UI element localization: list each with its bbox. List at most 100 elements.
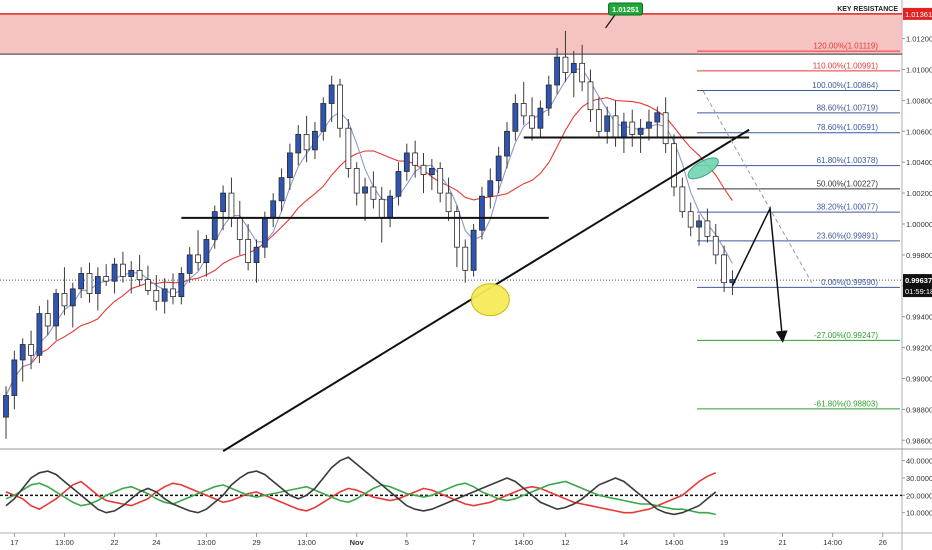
candle-body [136, 269, 143, 281]
candle-body [504, 130, 510, 157]
price-tick-label: 0.99800 [906, 251, 932, 260]
price-axis[interactable]: 1.01200 1.01000 1.00800 1.00600 1.00400 1.002… [902, 7, 932, 445]
candle-body [270, 200, 277, 219]
candle-body [86, 273, 93, 294]
time-tick-label: 14:00 [514, 538, 533, 547]
candle-body [712, 235, 719, 256]
time-tick-label: 24 [152, 538, 160, 547]
time-tick-label: 14 [620, 538, 628, 547]
candle-body [445, 192, 452, 213]
moving-average-fast-line [5, 68, 733, 396]
fib-level-label: 100.00%(1.00864) [812, 81, 878, 90]
candle-body [604, 115, 611, 132]
candle-body [328, 84, 335, 104]
peak-callout-box [608, 2, 644, 16]
breakdown-highlight [687, 157, 719, 180]
price-tick-label: 1.01000 [906, 66, 932, 75]
price-tick-label: 1.00600 [906, 127, 932, 136]
candle-body [3, 395, 9, 418]
candle-body [462, 246, 469, 271]
candle-body [170, 288, 176, 298]
candle-body [61, 293, 68, 307]
candle-body [220, 192, 227, 213]
candle-body [94, 276, 101, 294]
fib-level-label: -61.80%(0.98803) [814, 399, 878, 408]
price-tick-label: 0.99200 [906, 344, 932, 353]
time-axis[interactable]: 17 13:00 22 24 13:00 29 13:00 Nov 5 7 14:00 12 14 14:… [10, 533, 887, 547]
candle-body [621, 121, 627, 138]
candle-body [679, 186, 686, 213]
time-tick-label: 22 [110, 538, 118, 547]
candle-body [28, 344, 34, 356]
peak-callout-label: 1.01251 [612, 5, 639, 14]
projection-dashed-line [702, 90, 813, 283]
candle-body [228, 192, 235, 219]
fibonacci-levels: 120.00%(1.01119) 110.00%(1.00991) 100.00%(… [697, 42, 900, 410]
candle-body [428, 167, 435, 175]
candle-body [470, 229, 477, 271]
candle-body [320, 103, 327, 132]
candle-body [312, 130, 318, 151]
peak-callout-pointer [605, 13, 617, 29]
price-tick-label: 1.00400 [906, 158, 932, 167]
candle-body [78, 273, 85, 290]
candle-body [362, 186, 368, 194]
candle-body [69, 288, 76, 307]
candle-body [529, 115, 535, 129]
candle-body [11, 359, 18, 396]
key-resistance-price-box [903, 7, 932, 20]
oscillator-tick-label: 20.0000 [906, 491, 932, 500]
candle-body [145, 279, 151, 291]
price-tick-label: 1.00000 [906, 220, 932, 229]
projection-arrow [731, 205, 788, 343]
drawings: 1.01251 [181, 2, 813, 452]
fib-level-label: 120.00%(1.01119) [813, 42, 878, 51]
countdown-label: 01:59:18 [905, 287, 932, 296]
candle-body [153, 290, 160, 302]
candle-body [178, 273, 185, 298]
oscillator-series-line [5, 456, 717, 516]
candle-body [261, 217, 268, 248]
candle-body [295, 133, 302, 154]
price-tick-label: 1.00800 [906, 96, 932, 105]
candle-body [537, 107, 544, 129]
candle-body [637, 127, 644, 135]
price-tick-label: 0.99000 [906, 374, 932, 383]
fib-level-label: 50.00%(1.00227) [817, 179, 879, 188]
candle-body [19, 344, 26, 361]
time-tick-label: 5 [405, 538, 409, 547]
candle-body [479, 195, 485, 231]
candle-body [111, 263, 118, 282]
key-resistance-price-label: 1.01361 [905, 10, 932, 19]
candle-body [453, 211, 460, 248]
oscillator-panel: 40.0000 30.0000 20.0000 10.0000 [0, 456, 932, 518]
fib-level-label: 110.00%(1.00991) [813, 61, 879, 70]
candle-body [161, 288, 168, 302]
candle-body [195, 254, 201, 264]
time-tick-label: 14:00 [665, 538, 684, 547]
candle-body [520, 103, 527, 117]
oscillator-tick-label: 30.0000 [906, 474, 932, 483]
candle-body [278, 177, 285, 202]
candle-body [370, 186, 377, 200]
time-tick-label: 13:00 [197, 538, 216, 547]
fib-level-label: 0.00%(0.99590) [821, 278, 878, 287]
candle-body [595, 109, 602, 132]
price-tick-label: 0.99400 [906, 313, 932, 322]
candle-body [646, 121, 652, 129]
candle-body [696, 220, 702, 228]
candle-body [337, 84, 343, 129]
candle-body [437, 167, 444, 194]
zones: KEY RESISTANCE [0, 6, 902, 55]
candle-body [36, 313, 43, 356]
candle-body [420, 164, 427, 175]
key-resistance-zone [0, 13, 902, 55]
candle-body [671, 143, 677, 188]
candle-body [387, 195, 394, 219]
candle-body [303, 133, 310, 151]
candle-body [245, 239, 252, 264]
candle-body [704, 220, 711, 237]
candle-body [587, 81, 594, 111]
